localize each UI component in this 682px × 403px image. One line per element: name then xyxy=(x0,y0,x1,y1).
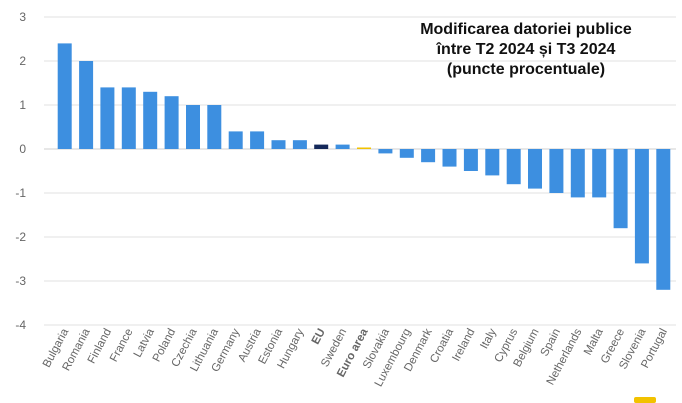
bar-spain xyxy=(549,149,564,193)
bar-sweden xyxy=(335,144,350,149)
bar-malta xyxy=(592,149,607,198)
bar-portugal xyxy=(656,149,671,290)
y-tick-label: 1 xyxy=(19,98,26,112)
y-tick-label: -4 xyxy=(15,318,26,332)
bar-germany xyxy=(228,131,243,149)
y-tick-label: -2 xyxy=(15,230,26,244)
bar-ireland xyxy=(463,149,478,171)
y-tick-label: 3 xyxy=(19,10,26,24)
bar-italy xyxy=(485,149,500,176)
bar-belgium xyxy=(528,149,542,189)
chart-title: Modificarea datoriei publice între T2 20… xyxy=(392,20,660,80)
bar-lithuania xyxy=(207,105,222,149)
bar-poland xyxy=(164,96,179,149)
x-axis-labels: BulgariaRomaniaFinlandFranceLatviaPoland… xyxy=(41,326,670,389)
bar-france xyxy=(121,87,136,149)
y-tick-label: -1 xyxy=(15,186,26,200)
bar-romania xyxy=(79,61,94,149)
chart-title-line-2: între T2 2024 și T3 2024 xyxy=(436,41,616,58)
y-tick-label: 2 xyxy=(19,54,26,68)
x-tick-label: EU xyxy=(310,327,328,347)
bar-denmark xyxy=(421,149,436,163)
bar-bulgaria xyxy=(57,43,72,149)
bar-netherlands xyxy=(570,149,585,198)
bar-croatia xyxy=(442,149,457,167)
chart-title-line-1: Modificarea datoriei publice xyxy=(420,21,632,38)
bar-slovenia xyxy=(634,149,649,264)
bar-estonia xyxy=(271,140,286,149)
bars xyxy=(57,43,671,290)
bar-luxembourg xyxy=(399,149,414,158)
bar-cyprus xyxy=(506,149,521,185)
bar-latvia xyxy=(143,91,158,149)
y-tick-label: -3 xyxy=(15,274,26,288)
y-tick-label: 0 xyxy=(19,142,26,156)
bar-finland xyxy=(100,87,115,149)
corner-badge xyxy=(634,397,656,403)
bar-czechia xyxy=(186,105,200,149)
bar-austria xyxy=(250,131,265,149)
chart-title-line-3: (puncte procentuale) xyxy=(446,61,606,78)
bar-hungary xyxy=(292,140,307,149)
y-axis-ticks: 3 2 1 0 -1 -2 -3 -4 xyxy=(15,10,26,332)
x-tick-label: Italy xyxy=(478,327,499,351)
bar-eu xyxy=(314,144,329,149)
bar-euro-area xyxy=(357,147,371,149)
bar-slovakia xyxy=(378,149,393,154)
bar-greece xyxy=(613,149,628,229)
